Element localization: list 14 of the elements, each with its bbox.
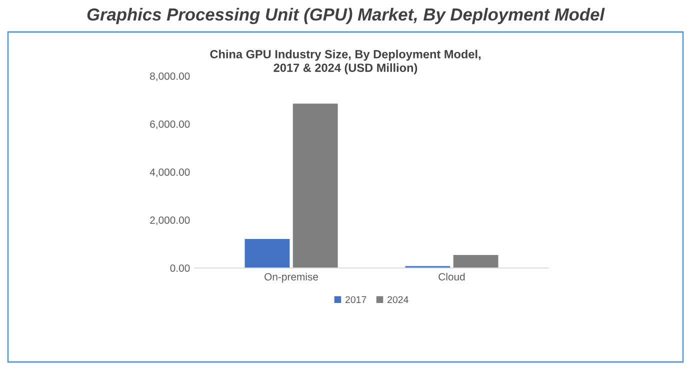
chart-subtitle: China GPU Industry Size, By Deployment Model, 2017 & 2024 (USD Million) — [210, 50, 480, 74]
y-tick-label: 2,000.00 — [150, 216, 190, 226]
chart-title: Graphics Processing Unit (GPU) Market, By Deployment Model — [87, 8, 605, 24]
legend-label: 2017 — [346, 296, 366, 304]
y-tick-label: 4,000.00 — [150, 168, 190, 178]
bar — [292, 104, 338, 268]
y-tick-label: 6,000.00 — [150, 120, 190, 130]
legend-label: 2024 — [388, 296, 408, 304]
bar — [453, 255, 498, 268]
y-tick-label: 0.00 — [170, 264, 190, 272]
x-tick-label: On-premise — [264, 272, 318, 283]
bar — [244, 238, 290, 268]
x-tick-label: Cloud — [438, 272, 465, 281]
y-tick-label: 8,000.00 — [150, 72, 190, 82]
